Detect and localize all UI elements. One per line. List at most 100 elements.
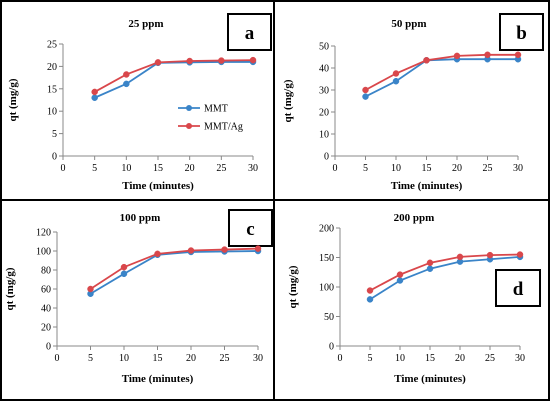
x-tick-label: 25 bbox=[483, 163, 493, 174]
y-tick-label: 5 bbox=[52, 129, 57, 140]
y-tick-label: 0 bbox=[329, 342, 334, 353]
data-point-mmt bbox=[366, 296, 374, 303]
y-tick-label: 0 bbox=[52, 152, 57, 163]
x-tick-label: 0 bbox=[55, 353, 60, 364]
x-tick-label: 30 bbox=[248, 163, 258, 174]
data-point-mmt bbox=[362, 93, 369, 100]
panel-letter: d bbox=[513, 279, 524, 300]
y-tick-label: 60 bbox=[41, 285, 51, 296]
y-tick-label: 200 bbox=[319, 224, 334, 235]
x-tick-label: 20 bbox=[452, 163, 462, 174]
y-tick-label: 50 bbox=[319, 42, 329, 53]
x-tick-label: 15 bbox=[153, 163, 163, 174]
y-tick-label: 120 bbox=[36, 228, 51, 239]
x-axis-title: Time (minutes) bbox=[122, 180, 194, 192]
x-tick-label: 5 bbox=[368, 353, 373, 364]
series-line-mmt bbox=[90, 250, 259, 295]
y-tick-label: 20 bbox=[41, 323, 51, 334]
y-tick-label: 20 bbox=[319, 108, 329, 119]
panel-letter-box bbox=[228, 209, 273, 247]
x-tick-label: 25 bbox=[216, 163, 226, 174]
x-tick-label: 10 bbox=[119, 353, 129, 364]
y-tick-label: 0 bbox=[46, 342, 51, 353]
series-line-mmt bbox=[369, 256, 521, 301]
x-tick-label: 10 bbox=[121, 163, 131, 174]
x-tick-label: 25 bbox=[485, 353, 495, 364]
series-line-mmt-ag bbox=[365, 53, 518, 91]
data-point-mmt-ag bbox=[453, 52, 461, 60]
chart-panel-d: 200 ppm d 0 50 100 150 200 0 5 10 15 20 25 30 Time (mi… bbox=[287, 212, 541, 385]
data-point-mmt-ag bbox=[366, 287, 374, 294]
x-tick-label: 25 bbox=[220, 353, 230, 364]
x-tick-label: 30 bbox=[253, 353, 263, 364]
legend-entry: MMT bbox=[204, 104, 228, 115]
data-point-mmt-ag bbox=[123, 71, 130, 78]
panel-letter: b bbox=[516, 23, 527, 44]
data-point-mmt-ag bbox=[392, 70, 400, 77]
x-tick-label: 20 bbox=[455, 353, 465, 364]
data-point-mmt-ag bbox=[514, 51, 522, 59]
data-point-mmt-ag bbox=[486, 251, 494, 259]
chart-panel-a: 25 ppm a 0 5 10 15 20 25 0 5 10 15 20 25 30 Time (minut… bbox=[7, 13, 272, 192]
y-tick-label: 100 bbox=[36, 247, 51, 258]
data-point-mmt bbox=[396, 277, 404, 284]
x-axis-title: Time (minutes) bbox=[391, 180, 463, 192]
y-axis-title: qt (mg/g) bbox=[282, 79, 294, 122]
y-tick-label: 50 bbox=[324, 312, 334, 323]
panel-letter-box bbox=[499, 13, 544, 51]
data-point-mmt-ag bbox=[87, 285, 94, 293]
x-tick-label: 5 bbox=[88, 353, 93, 364]
panel-title: 25 ppm bbox=[128, 18, 163, 30]
x-tick-label: 0 bbox=[61, 163, 66, 174]
data-point-mmt bbox=[120, 270, 128, 278]
data-point-mmt-ag bbox=[221, 246, 228, 253]
x-tick-label: 30 bbox=[513, 163, 523, 174]
x-tick-label: 5 bbox=[363, 163, 368, 174]
chart-panel-b: 50 ppm b 0 10 20 30 40 50 0 5 10 15 20 25 30 Time (minu… bbox=[282, 13, 544, 192]
y-axis-title: qt (mg/g) bbox=[4, 267, 16, 310]
y-tick-label: 10 bbox=[47, 107, 57, 118]
y-tick-label: 150 bbox=[319, 253, 334, 264]
data-point-mmt-ag bbox=[187, 247, 195, 254]
data-point-mmt-ag bbox=[218, 57, 225, 64]
y-tick-label: 15 bbox=[47, 84, 57, 95]
x-tick-label: 0 bbox=[333, 163, 338, 174]
series-line-mmt-ag bbox=[90, 247, 259, 290]
x-tick-label: 15 bbox=[425, 353, 435, 364]
x-axis-title: Time (minutes) bbox=[122, 373, 194, 385]
x-tick-label: 15 bbox=[153, 353, 163, 364]
series-line-mmt-ag bbox=[94, 59, 254, 93]
panel-letter: c bbox=[246, 219, 254, 240]
x-tick-label: 10 bbox=[391, 163, 401, 174]
panel-letter-box bbox=[227, 13, 272, 51]
series-line-mmt-ag bbox=[369, 253, 521, 292]
panel-title: 200 ppm bbox=[394, 212, 435, 224]
series-line-mmt bbox=[365, 58, 518, 98]
data-point-mmt bbox=[91, 94, 98, 102]
y-axis-title: qt (mg/g) bbox=[7, 78, 19, 121]
data-point-mmt-ag bbox=[91, 88, 98, 96]
x-tick-label: 10 bbox=[395, 353, 405, 364]
y-tick-label: 100 bbox=[319, 283, 334, 294]
data-point-mmt-ag bbox=[154, 250, 161, 258]
y-tick-label: 10 bbox=[319, 130, 329, 141]
data-point-mmt bbox=[123, 80, 130, 88]
y-axis-title: qt (mg/g) bbox=[287, 265, 299, 308]
data-point-mmt-ag bbox=[456, 253, 464, 261]
panel-letter-box bbox=[495, 269, 541, 307]
panel-letter: a bbox=[245, 23, 255, 44]
panel-title: 100 ppm bbox=[120, 212, 161, 224]
data-point-mmt-ag bbox=[186, 57, 193, 65]
legend-marker bbox=[186, 105, 192, 111]
y-tick-label: 80 bbox=[41, 266, 51, 277]
data-point-mmt-ag bbox=[120, 263, 128, 271]
data-point-mmt-ag bbox=[426, 259, 434, 267]
y-tick-label: 20 bbox=[47, 62, 57, 73]
x-tick-label: 0 bbox=[338, 353, 343, 364]
y-tick-label: 40 bbox=[41, 304, 51, 315]
data-point-mmt bbox=[392, 77, 400, 85]
panel-title: 50 ppm bbox=[391, 18, 426, 30]
x-tick-label: 30 bbox=[515, 353, 525, 364]
x-axis-title: Time (minutes) bbox=[394, 373, 466, 385]
x-tick-label: 20 bbox=[185, 163, 195, 174]
